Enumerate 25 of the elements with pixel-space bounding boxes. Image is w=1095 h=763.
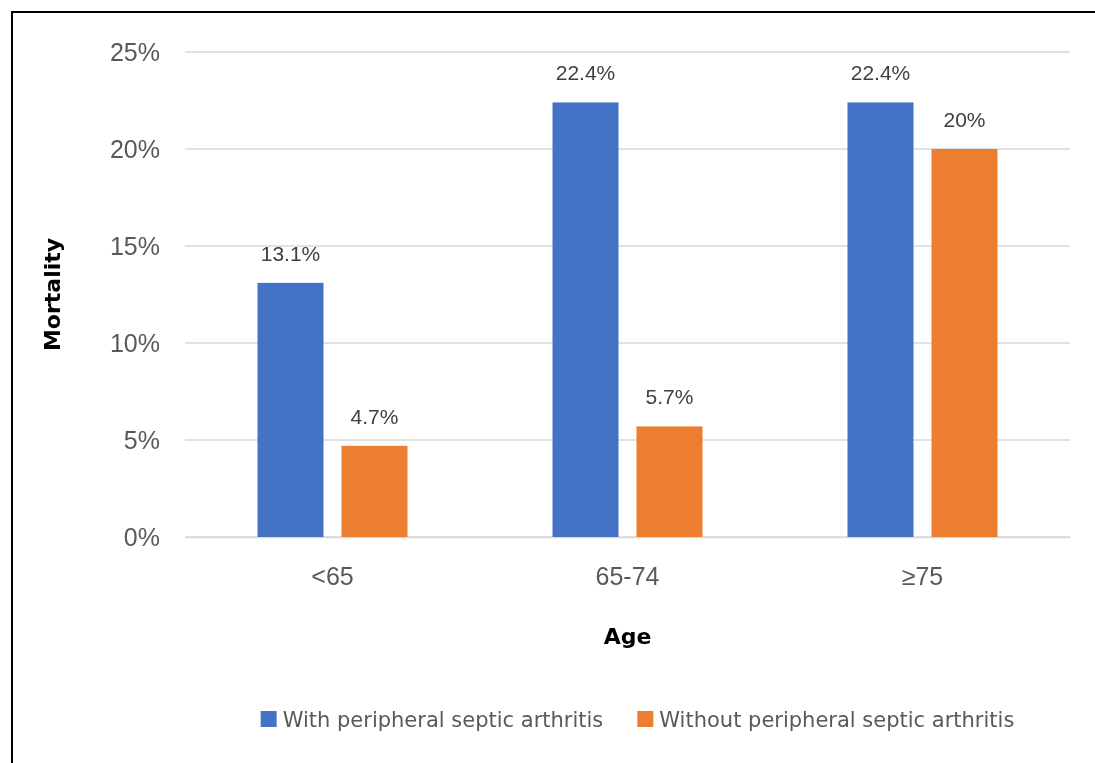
x-axis-title: Age xyxy=(603,624,652,649)
x-tick-label: 65-74 xyxy=(595,561,660,590)
legend-label: Without peripheral septic arthritis xyxy=(659,708,1015,732)
data-label: 20% xyxy=(943,108,986,131)
bar xyxy=(552,102,619,537)
y-tick-label: 0% xyxy=(123,522,160,551)
bar xyxy=(636,426,703,537)
bar xyxy=(341,445,408,537)
bar xyxy=(931,149,998,537)
data-label: 5.7% xyxy=(645,385,694,409)
data-label: 4.7% xyxy=(350,404,399,428)
y-tick-label: 20% xyxy=(109,134,160,163)
y-tick-label: 5% xyxy=(123,425,160,454)
y-tick-label: 15% xyxy=(109,231,160,260)
x-tick-label: <65 xyxy=(311,561,354,590)
y-axis-title: Mortality xyxy=(40,237,65,352)
data-label: 22.4% xyxy=(555,61,616,85)
bar xyxy=(847,102,914,537)
data-label: 13.1% xyxy=(260,241,321,265)
legend-label: With peripheral septic arthritis xyxy=(282,708,604,732)
bar xyxy=(257,282,324,537)
x-tick-label: ≥75 xyxy=(901,561,944,590)
y-tick-label: 10% xyxy=(109,328,160,357)
data-label: 22.4% xyxy=(850,61,911,85)
y-tick-label: 25% xyxy=(109,37,160,66)
